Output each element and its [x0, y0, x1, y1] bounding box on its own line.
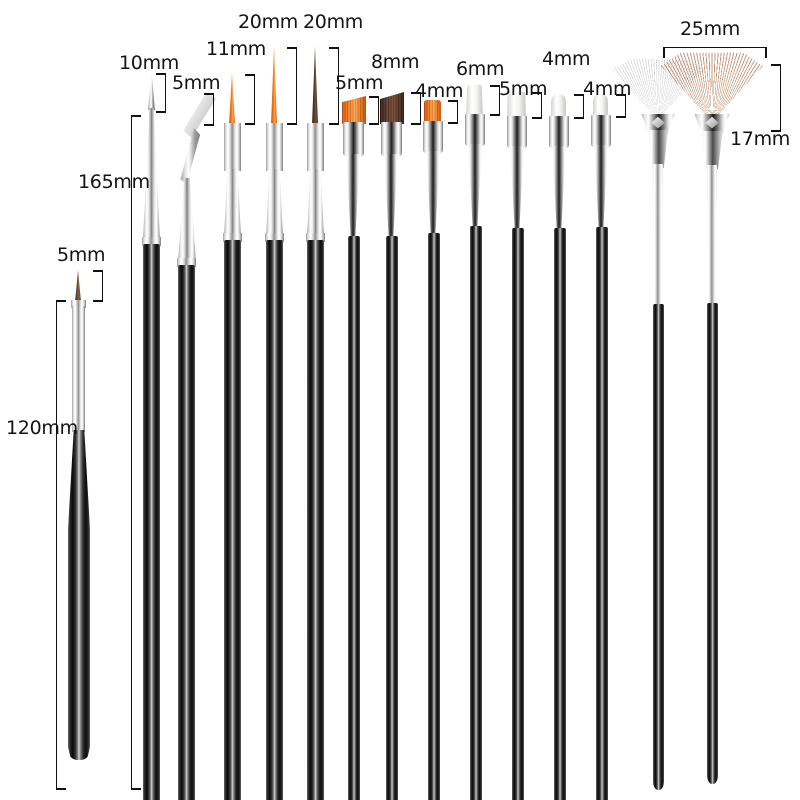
brown-needle-tip [312, 46, 318, 125]
ferrule [71, 300, 86, 308]
label-short-liner-length-120mm: 120mm [6, 417, 78, 439]
bracket-flat-head-4mm [447, 100, 458, 124]
bracket-liner-head-20mm-orange [286, 47, 297, 125]
ferrule-collar [306, 233, 325, 242]
ferrule-waist [552, 146, 566, 232]
bristle-texture [424, 100, 441, 123]
ferrule [224, 123, 241, 171]
bracket-silicone-head-5mm [531, 92, 542, 119]
white-silicone-tip [507, 92, 526, 118]
tapered-ferrule [178, 178, 196, 262]
handle [178, 265, 195, 800]
bristle-texture [342, 96, 366, 124]
metal-point-tip [148, 72, 155, 110]
ferrule-collar [265, 233, 284, 242]
fan-neck [647, 130, 669, 168]
handle [266, 240, 283, 800]
flat-ferrule [549, 116, 569, 148]
handle [554, 228, 566, 800]
handle [348, 236, 360, 800]
brown-needle-tip [75, 270, 81, 302]
bracket-short-liner-head-5mm [92, 270, 103, 302]
flat-ferrule [591, 115, 611, 147]
label-dotting-head-10mm: 10mm [119, 52, 179, 74]
flat-ferrule [423, 121, 443, 153]
label-liner-head-20mm-orange: 20mm [238, 11, 298, 33]
orange-needle-tip [229, 73, 235, 125]
brown-angled-bristles [380, 92, 404, 124]
bracket-liner-head-20mm-brown [328, 47, 339, 125]
handle [386, 236, 398, 800]
white-silicone-tip [466, 85, 483, 116]
label-liner-head-20mm-brown: 20mm [303, 11, 363, 33]
flat-ferrule [381, 122, 402, 156]
bracket-fan-width-25mm [663, 47, 767, 58]
orange-needle-tip [271, 46, 277, 125]
label-angle-head-5mm: 5mm [335, 72, 384, 94]
flat-ferrule [465, 114, 485, 146]
label-silicone-head-5mm: 5mm [499, 78, 548, 100]
fan-ferrule-diamond-emblem [651, 116, 665, 129]
label-set-length-165mm: 165mm [78, 171, 150, 193]
label-flat-head-4mm: 4mm [415, 80, 464, 102]
label-short-liner-head-5mm: 5mm [57, 244, 106, 266]
ferrule [266, 123, 283, 171]
bracket-liner-head-11mm [244, 74, 255, 125]
bracket-fan-height-17mm [771, 64, 781, 132]
ferrule-waist [594, 145, 608, 231]
handle [653, 304, 664, 790]
flat-ferrule [507, 116, 527, 148]
handle [307, 240, 324, 800]
handle [596, 227, 608, 800]
ferrule [307, 123, 324, 171]
flat-ferrule [343, 122, 364, 156]
bracket-bent-head-5mm [203, 93, 214, 126]
bracket-silicone-head-4mm-b [615, 94, 626, 118]
ferrule-shaft [72, 306, 85, 432]
bracket-set-length-165mm [131, 115, 141, 790]
handle [428, 233, 440, 800]
fan-neck [701, 131, 723, 169]
label-silicone-head-6mm: 6mm [456, 58, 505, 80]
orange-flat-bristles [424, 100, 441, 123]
label-silicone-head-4mm-a: 4mm [542, 48, 591, 70]
ferrule-waist [510, 146, 524, 232]
ferrule [142, 237, 161, 246]
ferrule-shaft [652, 164, 664, 308]
ferrule-waist [384, 154, 398, 240]
bracket-flat-head-8mm [410, 92, 421, 125]
tapered-ferrule [307, 169, 324, 237]
handle [512, 228, 524, 800]
bracket-dotting-head-10mm [155, 73, 166, 113]
white-silicone-tip [551, 94, 566, 119]
ferrule-waist [346, 154, 360, 240]
ferrule-collar [223, 233, 242, 242]
bracket-silicone-head-4mm-a [573, 94, 584, 119]
bracket-silicone-head-6mm [489, 85, 500, 116]
handle [224, 240, 241, 800]
label-liner-head-11mm: 11mm [206, 38, 266, 60]
label-flat-head-8mm: 8mm [371, 51, 420, 73]
bracket-short-liner-length-120mm [56, 300, 66, 790]
handle [707, 303, 718, 784]
bristle-texture [380, 92, 404, 124]
bracket-angle-head-5mm [368, 96, 379, 125]
fan-ferrule-diamond-emblem [705, 116, 719, 129]
ferrule-shaft [706, 165, 718, 307]
ferrule [177, 258, 196, 267]
label-bent-head-5mm: 5mm [172, 72, 221, 94]
orange-angled-bristles [342, 96, 366, 124]
white-silicone-tip [593, 94, 608, 118]
tapered-ferrule [224, 169, 241, 237]
ferrule-waist [426, 151, 440, 237]
ferrule-waist [468, 144, 482, 230]
handle [470, 226, 482, 800]
label-silicone-head-4mm-b: 4mm [583, 78, 632, 100]
handle [68, 430, 90, 760]
tapered-ferrule [266, 169, 283, 237]
handle [143, 244, 160, 800]
label-fan-width-25mm: 25mm [680, 18, 740, 40]
label-fan-height-17mm: 17mm [730, 128, 790, 150]
